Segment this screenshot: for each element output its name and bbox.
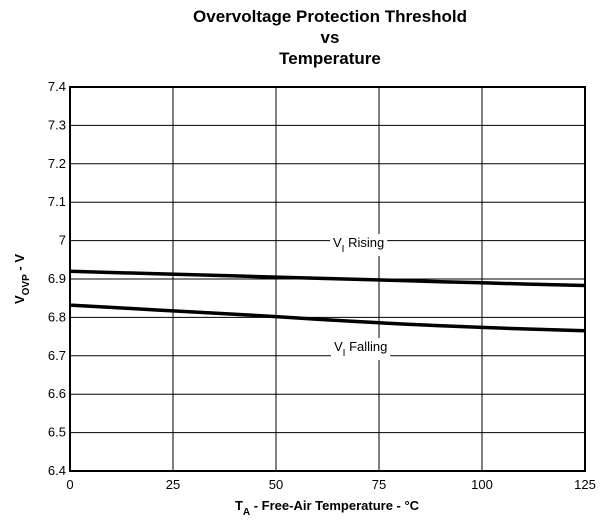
chart-title-line-3: Temperature xyxy=(279,49,381,68)
series-label-falling-symbol: V xyxy=(334,339,343,354)
series-label-falling-bg xyxy=(331,338,391,360)
series-label-rising: VI Rising xyxy=(330,234,388,256)
y-tick-label: 6.7 xyxy=(48,348,66,363)
y-axis-label-symbol: V xyxy=(12,295,27,304)
plot-frame xyxy=(69,86,586,472)
x-tick-labels: 0 25 50 75 100 125 xyxy=(66,477,595,492)
y-tick-label: 7 xyxy=(59,233,66,248)
x-tick-label: 50 xyxy=(269,477,283,492)
y-tick-label: 7.1 xyxy=(48,194,66,209)
x-axis-label-subscript: A xyxy=(243,507,250,518)
y-tick-label: 7.4 xyxy=(48,79,66,94)
series-label-falling-rest: Falling xyxy=(345,339,387,354)
series-lines xyxy=(69,269,586,333)
series-line-rising xyxy=(69,269,586,288)
series-label-rising-text: VI Rising xyxy=(333,235,384,255)
x-tick-label: 75 xyxy=(372,477,386,492)
chart-title-line-2: vs xyxy=(321,28,340,47)
x-tick-label: 0 xyxy=(66,477,73,492)
y-axis-label-subscript: OVP xyxy=(21,274,32,295)
series-label-falling: VI Falling xyxy=(331,338,391,360)
y-tick-label: 6.4 xyxy=(48,463,66,478)
series-label-rising-subscript: I xyxy=(342,244,345,255)
x-tick-label: 125 xyxy=(574,477,596,492)
chart-title-line-1: Overvoltage Protection Threshold xyxy=(193,7,467,26)
y-tick-label: 6.6 xyxy=(48,386,66,401)
y-axis-label-rest: - V xyxy=(12,254,27,275)
y-axis-label: VOVP - V xyxy=(12,254,32,304)
series-label-rising-rest: Rising xyxy=(344,235,384,250)
series-label-falling-subscript: I xyxy=(343,348,346,359)
x-tick-label: 100 xyxy=(471,477,493,492)
series-label-falling-text: VI Falling xyxy=(334,339,387,359)
series-label-rising-bg xyxy=(330,234,388,256)
y-tick-label: 7.3 xyxy=(48,117,66,132)
y-tick-labels: 6.4 6.5 6.6 6.7 6.8 6.9 7 7.1 7.2 7.3 7.4 xyxy=(48,79,66,478)
x-axis-label-symbol: T xyxy=(235,498,243,513)
y-tick-label: 7.2 xyxy=(48,156,66,171)
series-line-falling xyxy=(69,303,586,333)
y-tick-label: 6.9 xyxy=(48,271,66,286)
x-tick-label: 25 xyxy=(166,477,180,492)
y-tick-label: 6.5 xyxy=(48,425,66,440)
series-label-rising-symbol: V xyxy=(333,235,342,250)
x-axis-label-rest: - Free-Air Temperature - °C xyxy=(250,498,420,513)
y-tick-label: 6.8 xyxy=(48,309,66,324)
x-axis-label: TA - Free-Air Temperature - °C xyxy=(235,498,420,518)
